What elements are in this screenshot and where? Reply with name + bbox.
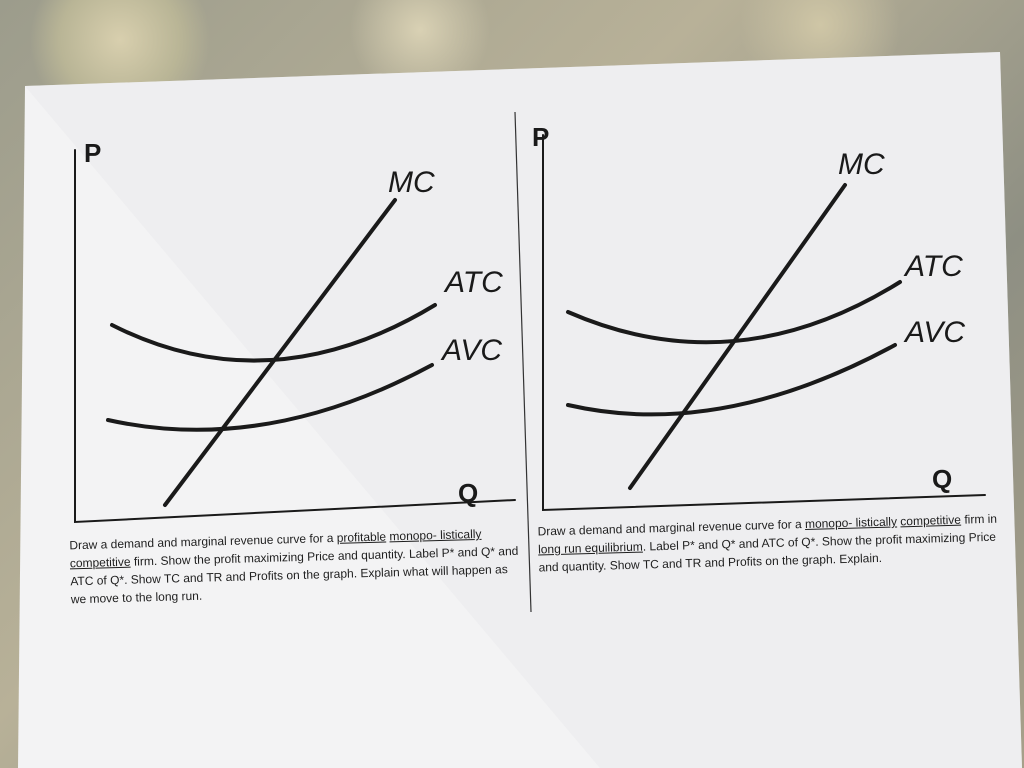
underlined-text: monopo- listically [804, 514, 898, 532]
divider [514, 111, 532, 613]
instruction-text: firm in [960, 511, 998, 527]
axes-left [74, 149, 516, 524]
curve-label: AVC [440, 334, 502, 367]
axis-label: P [84, 138, 101, 168]
axis-label: Q [458, 478, 478, 508]
mc-curve-right [628, 183, 847, 490]
axis-label: P [532, 122, 549, 152]
atc-curve-right [566, 280, 902, 345]
underlined-text: competitive [69, 554, 131, 571]
axis-label: Q [932, 464, 952, 494]
paper-shade [25, 52, 1022, 768]
atc-curve-left [110, 303, 437, 363]
curve-label: MC [388, 166, 435, 199]
instruction-text: firm. Show the profit maximizing Price a… [70, 543, 519, 607]
mc-curve-left [163, 198, 397, 507]
curve-label: MC [838, 148, 885, 181]
axes-right [542, 134, 986, 512]
underlined-text: monopo- listically [389, 526, 482, 544]
curve-label: AVC [903, 316, 965, 349]
instruction: Draw a demand and marginal revenue curve… [69, 524, 526, 609]
curve-label: ATC [903, 250, 963, 283]
underlined-text: profitable [336, 529, 387, 545]
underlined-text: competitive [900, 512, 962, 529]
avc-curve-right [566, 343, 897, 417]
curve-label: ATC [443, 266, 503, 299]
avc-curve-left [106, 363, 434, 432]
underlined-text: long run equilibrium [537, 539, 643, 557]
